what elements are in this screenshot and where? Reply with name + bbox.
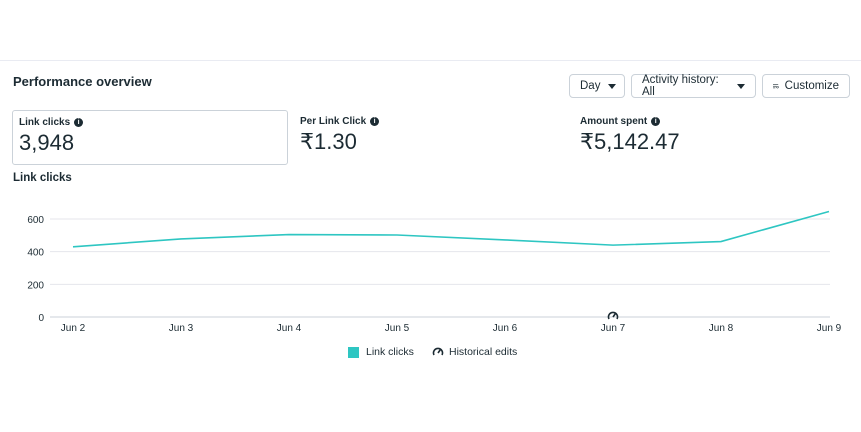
x-tick-label: Jun 8 — [709, 323, 734, 334]
data-point[interactable] — [610, 242, 616, 248]
customize-button[interactable]: Customize — [762, 74, 850, 98]
historical-edit-marker-icon[interactable] — [607, 311, 619, 320]
activity-history-dropdown[interactable]: Activity history: All — [631, 74, 756, 98]
x-tick-label: Jun 6 — [493, 323, 518, 334]
data-point[interactable] — [502, 237, 508, 243]
legend-item-link-clicks[interactable]: Link clicks — [348, 346, 414, 358]
y-tick-label: 400 — [27, 248, 44, 259]
data-point[interactable] — [826, 208, 832, 214]
metric-label: Per Link Click — [300, 116, 367, 127]
data-point[interactable] — [394, 232, 400, 238]
x-tick-label: Jun 4 — [277, 323, 302, 334]
line-chart: 600 400 200 0 Jun 2 Jun 3 Jun 4 Jun 5 Jun 6 Jun 7… — [27, 208, 842, 334]
metric-per-link-click[interactable]: Per Link Click i ₹1.30 — [294, 110, 554, 165]
historical-edits-icon — [432, 347, 444, 356]
info-icon[interactable]: i — [651, 117, 661, 126]
series-line-link-clicks[interactable] — [72, 210, 830, 248]
info-icon[interactable]: i — [370, 117, 380, 126]
metric-label: Link clicks — [19, 117, 71, 128]
legend-label: Historical edits — [449, 346, 518, 358]
x-tick-label: Jun 2 — [61, 323, 86, 334]
chart-title: Link clicks — [13, 172, 72, 184]
metric-link-clicks[interactable]: Link clicks i 3,948 — [12, 110, 288, 165]
legend-item-historical-edits[interactable]: Historical edits — [432, 346, 517, 358]
x-tick-label: Jun 9 — [817, 323, 842, 334]
info-icon[interactable]: i — [74, 118, 84, 127]
x-tick-label: Jun 7 — [601, 323, 626, 334]
metric-value: 3,948 — [19, 130, 75, 155]
performance-panel: Performance overview Day Activity histor… — [0, 60, 861, 375]
x-tick-label: Jun 3 — [169, 323, 194, 334]
activity-label: Activity history: All — [642, 74, 719, 98]
panel-title: Performance overview — [13, 74, 152, 89]
data-point[interactable] — [718, 239, 724, 245]
x-tick-label: Jun 5 — [385, 323, 410, 334]
customize-icon — [773, 84, 779, 89]
data-point[interactable] — [70, 244, 76, 250]
data-point[interactable] — [286, 232, 292, 238]
y-tick-label: 600 — [27, 215, 44, 226]
metric-amount-spent[interactable]: Amount spent i ₹5,142.47 — [574, 110, 834, 165]
period-dropdown[interactable]: Day — [569, 74, 625, 98]
metric-value: ₹5,142.47 — [580, 129, 680, 154]
y-tick-label: 200 — [27, 280, 44, 291]
y-tick-label: 0 — [38, 313, 44, 324]
customize-label: Customize — [784, 80, 839, 92]
data-point[interactable] — [178, 236, 184, 242]
period-label: Day — [580, 80, 601, 92]
chevron-down-icon — [608, 83, 617, 89]
metric-label: Amount spent — [580, 116, 648, 127]
metric-value: ₹1.30 — [300, 129, 357, 154]
legend-label: Link clicks — [366, 346, 414, 358]
legend-swatch — [348, 346, 359, 358]
chevron-down-icon — [737, 83, 745, 89]
